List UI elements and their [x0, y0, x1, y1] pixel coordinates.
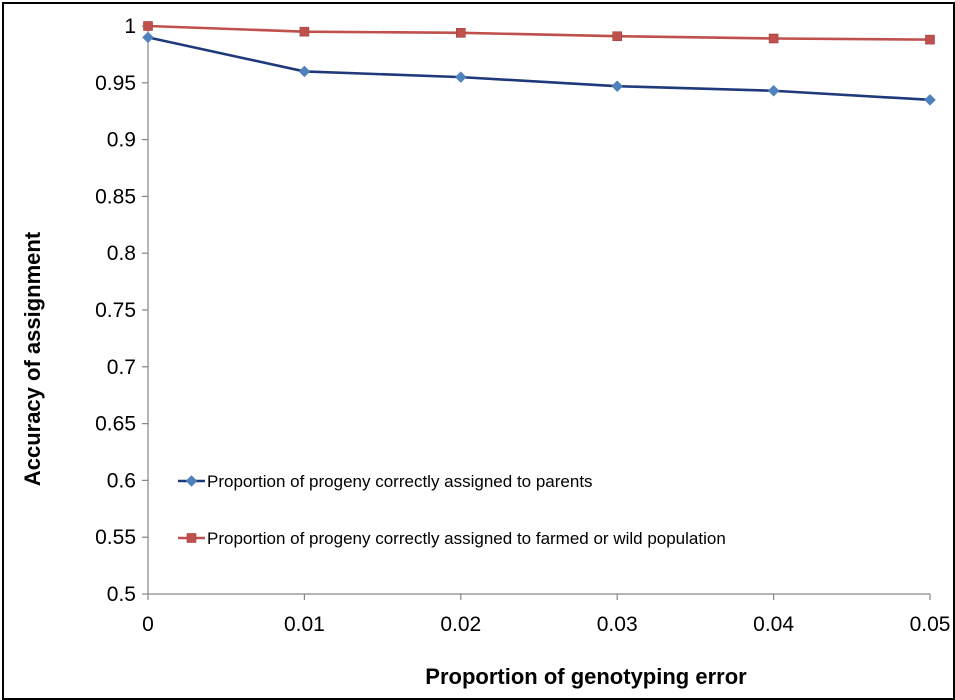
series-2-point — [925, 34, 935, 45]
y-tick-label: 0.55 — [95, 526, 136, 549]
series-1-point — [142, 31, 154, 44]
series-1-line — [147, 36, 931, 102]
legend-label: Proportion of progeny correctly assigned… — [207, 529, 726, 548]
legend-entry-2: Proportion of progeny correctly assigned… — [178, 529, 726, 548]
y-tick-label: 0.5 — [107, 583, 136, 606]
series-2 — [143, 21, 935, 45]
x-tick-label: 0.01 — [284, 613, 325, 636]
series-2-line — [147, 24, 931, 41]
series-2-point — [299, 26, 310, 37]
y-tick-label: 0.8 — [107, 242, 136, 265]
legend-swatch-marker — [186, 533, 197, 543]
y-tick-label: 0.75 — [95, 299, 136, 322]
y-axis-title: Accuracy of assignment — [20, 231, 45, 486]
y-tick-label: 1 — [124, 15, 136, 38]
y-tick-label: 0.85 — [95, 185, 136, 208]
legend-label: Proportion of progeny correctly assigned… — [207, 472, 593, 491]
series-2-point — [143, 21, 153, 31]
series-1-point — [924, 93, 936, 106]
series-1-point — [298, 65, 311, 78]
x-tick-label: 0.05 — [910, 613, 951, 636]
x-tick-label: 0.03 — [597, 613, 638, 636]
x-tick-label: 0 — [142, 613, 154, 636]
y-tick-label: 0.7 — [107, 356, 136, 379]
axes — [147, 26, 930, 595]
x-tick-label: 0.04 — [753, 613, 794, 636]
series-1 — [142, 31, 936, 106]
series-layer — [142, 21, 936, 106]
series-2-point — [768, 33, 779, 44]
y-tick-label: 0.9 — [107, 129, 136, 152]
legend: Proportion of progeny correctly assigned… — [178, 472, 726, 548]
series-1-point — [767, 84, 780, 97]
x-axis-title: Proportion of genotyping error — [425, 664, 747, 689]
legend-entry-1: Proportion of progeny correctly assigned… — [178, 472, 593, 491]
y-axis-ticks: 0.5 0.55 0.6 0.65 0.7 0.75 0.8 0.85 0.9 0.95 1 — [95, 15, 148, 606]
series-2-point — [455, 28, 466, 38]
series-1-point — [454, 71, 467, 83]
y-tick-label: 0.95 — [95, 72, 136, 95]
y-tick-label: 0.65 — [95, 413, 136, 436]
legend-swatch-marker — [185, 475, 198, 487]
y-tick-label: 0.6 — [107, 469, 136, 492]
series-1-point — [611, 80, 624, 93]
series-2-point — [612, 31, 623, 42]
x-axis-ticks: 0 0.01 0.02 0.03 0.04 0.05 — [142, 594, 950, 636]
x-tick-label: 0.02 — [440, 613, 481, 636]
